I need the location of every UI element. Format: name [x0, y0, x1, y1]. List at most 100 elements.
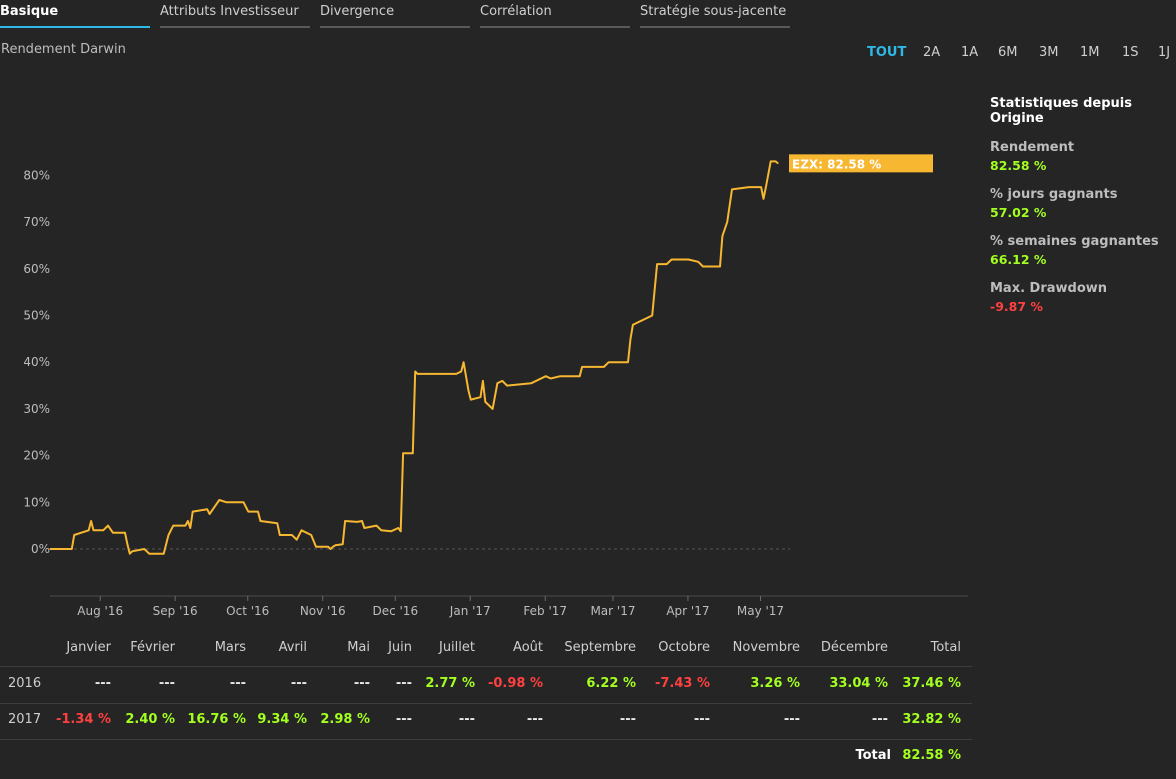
tab-attributs-investisseur[interactable]: Attributs Investisseur	[160, 4, 310, 28]
data-point	[242, 501, 245, 503]
range-3m[interactable]: 3M	[1039, 45, 1059, 60]
table-cell: 32.82 %	[902, 712, 961, 727]
x-tick-label: Dec '16	[372, 604, 418, 618]
table-cell: ---	[783, 712, 800, 727]
table-cell: ---	[290, 676, 307, 691]
column-header-8: Septembre	[564, 640, 636, 655]
stat-value-max-drawdown: -9.87 %	[990, 299, 1043, 314]
tab-strategie-sous-jacente[interactable]: Stratégie sous-jacente	[640, 4, 790, 28]
range-1a[interactable]: 1A	[961, 45, 979, 60]
data-point	[363, 527, 365, 529]
data-point	[92, 529, 95, 531]
table-cell: 2.40 %	[125, 712, 175, 727]
y-tick-label: 10%	[23, 495, 50, 509]
data-point	[666, 263, 668, 265]
stat-label-max-drawdown: Max. Drawdown	[990, 281, 1108, 296]
data-point	[344, 520, 346, 522]
column-header-12: Total	[930, 640, 961, 655]
data-point	[300, 529, 303, 531]
y-tick-label: 0%	[31, 542, 50, 556]
range-1j[interactable]: 1J	[1158, 45, 1171, 60]
data-point	[550, 377, 552, 380]
data-point	[414, 370, 416, 373]
data-point	[61, 548, 63, 550]
data-point	[73, 534, 75, 536]
series-end-label-bg	[789, 154, 933, 173]
tab-divergence[interactable]: Divergence	[320, 4, 470, 28]
data-point	[107, 525, 109, 527]
data-point	[632, 324, 634, 326]
data-point	[397, 527, 399, 529]
range-1s[interactable]: 1S	[1122, 45, 1139, 60]
data-point	[671, 258, 673, 261]
data-point	[777, 162, 779, 164]
table-cell: 16.76 %	[187, 712, 246, 727]
data-point	[390, 530, 392, 532]
data-point	[492, 408, 494, 410]
table-cell: -0.98 %	[487, 676, 543, 691]
data-point	[412, 452, 414, 454]
table-cell: -1.34 %	[55, 712, 111, 727]
data-point	[721, 235, 724, 237]
stat-label-jours-gagnants: % jours gagnants	[990, 187, 1118, 202]
table-cell: ---	[526, 712, 543, 727]
data-point	[163, 553, 165, 555]
y-tick-label: 30%	[23, 402, 50, 416]
data-point	[375, 525, 378, 527]
data-point	[279, 534, 281, 536]
table-cell: ---	[353, 676, 370, 691]
stat-value-jours-gagnants: 57.02 %	[990, 205, 1047, 220]
column-header-4: Mai	[347, 640, 370, 655]
data-point	[143, 548, 145, 550]
data-point	[192, 511, 194, 513]
data-point	[257, 511, 259, 513]
year-label: 2016	[8, 676, 42, 691]
data-point	[501, 380, 503, 382]
data-point	[291, 534, 293, 536]
data-point	[327, 546, 329, 548]
x-tick-label: Mar '17	[590, 604, 635, 618]
data-point	[184, 525, 186, 527]
range-6m[interactable]: 6M	[998, 45, 1018, 60]
column-header-7: Août	[513, 640, 543, 655]
stats-title: Statistiques depuis Origine	[990, 96, 1132, 126]
chart-subtitle: Rendement Darwin	[1, 42, 126, 57]
y-tick-label: 60%	[23, 262, 50, 276]
table-cell: ---	[158, 676, 175, 691]
data-point	[463, 361, 465, 363]
data-point	[656, 263, 658, 265]
range-1m[interactable]: 1M	[1080, 45, 1100, 60]
data-point	[506, 385, 508, 387]
data-point	[226, 501, 228, 503]
table-cell: 37.46 %	[902, 676, 961, 691]
column-header-0: Janvier	[66, 640, 111, 655]
data-point	[148, 553, 150, 555]
range-2a[interactable]: 2A	[923, 45, 941, 60]
data-point	[206, 508, 208, 510]
series-end-label: EZX: 82.58 %	[792, 157, 881, 171]
data-point	[129, 553, 131, 555]
data-point	[484, 401, 486, 403]
table-cell: -7.43 %	[654, 676, 710, 691]
data-point	[775, 160, 777, 162]
series-line-ezx	[50, 160, 779, 555]
data-point	[460, 370, 462, 373]
x-tick-label: Apr '17	[666, 604, 709, 618]
data-point	[90, 520, 92, 522]
tab-basique[interactable]: Basique	[0, 4, 150, 28]
data-point	[102, 529, 104, 531]
column-header-3: Avril	[278, 640, 307, 655]
table-cell: 3.26 %	[750, 676, 800, 691]
tab-correlation[interactable]: Corrélation	[480, 4, 630, 28]
table-cell: ---	[395, 712, 412, 727]
tab-label: Stratégie sous-jacente	[640, 4, 787, 19]
performance-chart[interactable]: 0% 10% 20% 30% 40% 50% 60% 70% 80% Aug '16 Sep '16…	[0, 120, 980, 630]
range-tout[interactable]: TOUT	[867, 45, 907, 60]
data-point	[760, 186, 762, 188]
data-point	[400, 530, 402, 532]
table-cell: 9.34 %	[257, 712, 307, 727]
table-row-2016: 2016 --- --- --- --- --- --- 2.77 % -0.98 % 6.22…	[0, 667, 972, 704]
column-header-10: Novembre	[732, 640, 800, 655]
data-point	[731, 188, 733, 190]
range-selector: TOUT 2A 1A 6M 3M 1M 1S 1J	[860, 45, 1176, 65]
